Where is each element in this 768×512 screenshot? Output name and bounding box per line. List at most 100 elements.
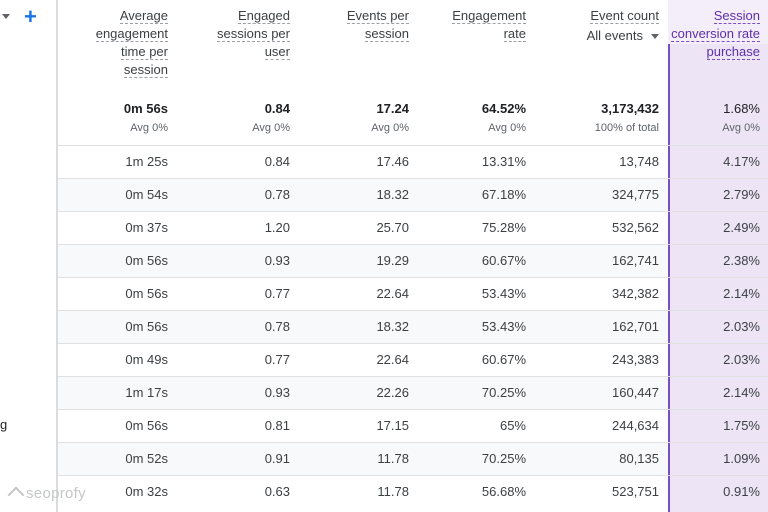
table-cell-avg_time: 0m 56s xyxy=(125,253,168,268)
watermark-text: seoprofy xyxy=(26,485,86,502)
table-cell-events_per_session: 22.64 xyxy=(376,352,409,367)
dimension-column: + xyxy=(0,0,58,512)
table-cell-engaged_per_user: 0.77 xyxy=(264,286,290,301)
total-note: 100% of total xyxy=(594,122,659,134)
table-cell-conversion_rate: 2.38% xyxy=(723,253,760,268)
table-row[interactable]: 1m 17s 0.93 22.26 70.25% 160,447 2.14% xyxy=(58,376,768,409)
table-row[interactable]: 0m 56s 0.77 22.64 53.43% 342,382 2.14% xyxy=(58,277,768,310)
table-cell-engagement_rate: 65% xyxy=(499,418,526,433)
column-header-engagement_rate[interactable]: Engagement rate xyxy=(452,7,526,43)
table-cell-event_count: 244,634 xyxy=(612,418,659,433)
table-cell-conversion_rate: 1.09% xyxy=(723,451,760,466)
column-header-label: session xyxy=(364,26,409,42)
table-cell-conversion_rate: 4.17% xyxy=(723,154,760,169)
table-row[interactable]: 0m 56s 0.78 18.32 53.43% 162,701 2.03% xyxy=(58,310,768,343)
table-cell-conversion_rate: 2.14% xyxy=(723,286,760,301)
table-cell-events_per_session: 11.78 xyxy=(377,451,409,466)
table-row[interactable]: 0m 52s 0.91 11.78 70.25% 80,135 1.09% xyxy=(58,442,768,475)
column-header-label: Average xyxy=(119,8,168,24)
row-dimension-label[interactable]: g xyxy=(0,417,8,432)
table-cell-events_per_session: 17.15 xyxy=(376,418,409,433)
table-cell-engaged_per_user: 0.93 xyxy=(264,253,290,268)
row-background xyxy=(58,245,668,277)
column-header-avg_time[interactable]: Average engagement time per session xyxy=(95,7,168,79)
table-cell-engagement_rate: 13.31% xyxy=(481,154,526,169)
total-value: 3,173,432 xyxy=(601,101,659,116)
table-cell-event_count: 160,447 xyxy=(612,385,659,400)
total-value: 0.84 xyxy=(264,101,290,116)
table-cell-conversion_rate: 2.14% xyxy=(723,385,760,400)
table-cell-engaged_per_user: 0.78 xyxy=(264,319,290,334)
table-cell-event_count: 532,562 xyxy=(612,220,659,235)
table-row[interactable]: 0m 32s 0.63 11.78 56.68% 523,751 0.91% xyxy=(58,475,768,508)
table-cell-event_count: 523,751 xyxy=(612,484,659,499)
total-note: Avg 0% xyxy=(130,122,168,134)
table-cell-event_count: 243,383 xyxy=(612,352,659,367)
column-header-label: engagement xyxy=(95,26,168,42)
total-note: Avg 0% xyxy=(252,122,290,134)
table-row[interactable]: 1m 25s 0.84 17.46 13.31% 13,748 4.17% xyxy=(58,145,768,178)
chevron-down-icon xyxy=(651,34,659,40)
table-row[interactable]: 0m 49s 0.77 22.64 60.67% 243,383 2.03% xyxy=(58,343,768,376)
table-cell-engaged_per_user: 0.81 xyxy=(264,418,290,433)
table-cell-avg_time: 0m 56s xyxy=(125,319,168,334)
total-value: 0m 56s xyxy=(123,101,168,116)
table-cell-events_per_session: 19.29 xyxy=(376,253,409,268)
table-cell-events_per_session: 18.32 xyxy=(376,187,409,202)
table-cell-conversion_rate: 2.03% xyxy=(723,319,760,334)
table-cell-conversion_rate: 0.91% xyxy=(723,484,760,499)
column-header-label: time per xyxy=(121,44,168,60)
column-header-events_per_session[interactable]: Events per session xyxy=(346,7,409,43)
table-cell-avg_time: 0m 49s xyxy=(125,352,168,367)
chevron-down-icon[interactable] xyxy=(2,14,10,19)
table-cell-event_count: 80,135 xyxy=(619,451,659,466)
data-table-body: 1m 25s 0.84 17.46 13.31% 13,748 4.17% 0m 54s 0.… xyxy=(58,145,768,508)
table-cell-engagement_rate: 56.68% xyxy=(481,484,526,499)
selected-column-highlight xyxy=(668,44,768,512)
table-cell-engaged_per_user: 0.78 xyxy=(264,187,290,202)
table-cell-avg_time: 0m 56s xyxy=(125,418,168,433)
total-note: Avg 0% xyxy=(371,122,409,134)
table-cell-event_count: 324,775 xyxy=(612,187,659,202)
total-value: 64.52% xyxy=(481,101,526,116)
table-cell-events_per_session: 25.70 xyxy=(376,220,409,235)
column-header-label: user xyxy=(264,44,290,60)
table-row[interactable]: 0m 56s 0.81 17.15 65% 244,634 1.75% xyxy=(58,409,768,442)
row-background xyxy=(58,311,668,343)
table-cell-engagement_rate: 75.28% xyxy=(481,220,526,235)
table-cell-events_per_session: 11.78 xyxy=(377,484,409,499)
table-cell-engagement_rate: 70.25% xyxy=(481,385,526,400)
table-row[interactable]: 0m 54s 0.78 18.32 67.18% 324,775 2.79% xyxy=(58,178,768,211)
table-cell-engaged_per_user: 0.77 xyxy=(264,352,290,367)
column-header-label: session xyxy=(123,62,168,78)
plus-icon[interactable]: + xyxy=(24,4,37,29)
table-cell-conversion_rate: 2.79% xyxy=(723,187,760,202)
table-cell-avg_time: 0m 37s xyxy=(125,220,168,235)
total-note: Avg 0% xyxy=(722,122,760,134)
column-header-engaged_per_user[interactable]: Engaged sessions per user xyxy=(217,7,290,61)
column-header-event_count[interactable]: Event count xyxy=(590,7,659,25)
row-background xyxy=(58,377,668,409)
row-background xyxy=(58,443,668,475)
column-header-label: rate xyxy=(503,26,526,42)
total-value: 1.68% xyxy=(723,101,760,116)
table-row[interactable]: 0m 37s 1.20 25.70 75.28% 532,562 2.49% xyxy=(58,211,768,244)
table-cell-avg_time: 1m 25s xyxy=(125,154,168,169)
table-row[interactable]: 0m 56s 0.93 19.29 60.67% 162,741 2.38% xyxy=(58,244,768,277)
table-cell-events_per_session: 22.26 xyxy=(376,385,409,400)
table-cell-engaged_per_user: 0.63 xyxy=(264,484,290,499)
total-value: 17.24 xyxy=(376,101,409,116)
event-selector-dropdown[interactable]: All events xyxy=(587,28,659,43)
table-cell-engaged_per_user: 1.20 xyxy=(264,220,290,235)
column-header-label: Engaged xyxy=(237,8,290,24)
table-cell-engagement_rate: 67.18% xyxy=(481,187,526,202)
column-header-conversion_rate[interactable]: Session conversion rate purchase xyxy=(671,7,760,61)
column-header-label: purchase xyxy=(706,44,760,60)
table-cell-conversion_rate: 2.49% xyxy=(723,220,760,235)
table-cell-engagement_rate: 53.43% xyxy=(481,286,526,301)
table-cell-event_count: 13,748 xyxy=(619,154,659,169)
table-cell-engagement_rate: 53.43% xyxy=(481,319,526,334)
table-cell-engagement_rate: 60.67% xyxy=(481,253,526,268)
table-cell-avg_time: 0m 52s xyxy=(125,451,168,466)
table-cell-events_per_session: 17.46 xyxy=(376,154,409,169)
